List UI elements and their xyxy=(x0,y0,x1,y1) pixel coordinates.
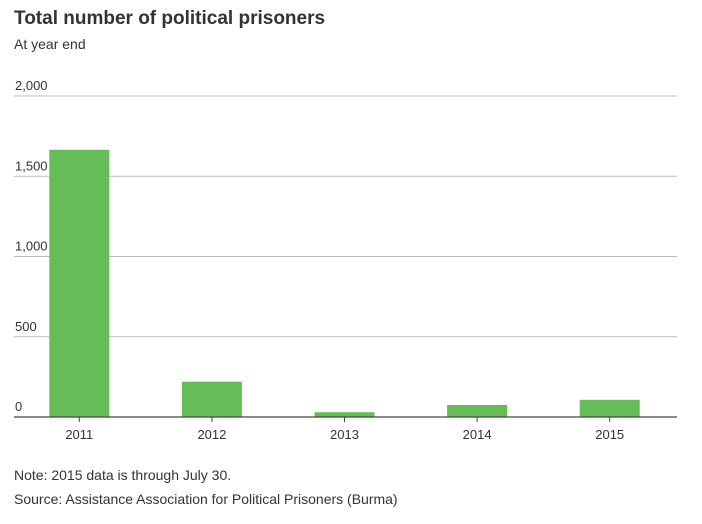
bar-chart: 0 500 1,000 1,500 2,000 2011 2012 2013 2014 2015 xyxy=(14,78,677,442)
chart-title: Total number of political prisoners xyxy=(14,8,326,29)
y-tick-label: 1,500 xyxy=(15,158,48,173)
y-tick-label: 2,000 xyxy=(15,78,48,93)
x-tick-label: 2015 xyxy=(595,427,624,442)
bar xyxy=(447,404,508,417)
chart-note: Note: 2015 data is through July 30. xyxy=(14,467,232,483)
y-tick-label: 0 xyxy=(15,399,22,414)
x-tick-label: 2014 xyxy=(463,427,492,442)
bar xyxy=(579,399,640,417)
chart-subtitle: At year end xyxy=(14,36,86,52)
tick-labels: 0 500 1,000 1,500 2,000 2011 2012 2013 2014 2015 xyxy=(14,78,677,442)
bar xyxy=(314,412,375,417)
bars xyxy=(49,149,640,417)
x-tick-label: 2011 xyxy=(65,427,93,442)
chart-source: Source: Assistance Association for Polit… xyxy=(14,491,398,507)
gridlines xyxy=(14,95,677,338)
x-tick-label: 2012 xyxy=(197,427,226,442)
y-tick-label: 500 xyxy=(15,319,37,334)
bar xyxy=(49,149,110,417)
x-tick-label: 2013 xyxy=(330,427,359,442)
y-tick-label: 1,000 xyxy=(15,239,48,254)
bar xyxy=(181,381,242,417)
